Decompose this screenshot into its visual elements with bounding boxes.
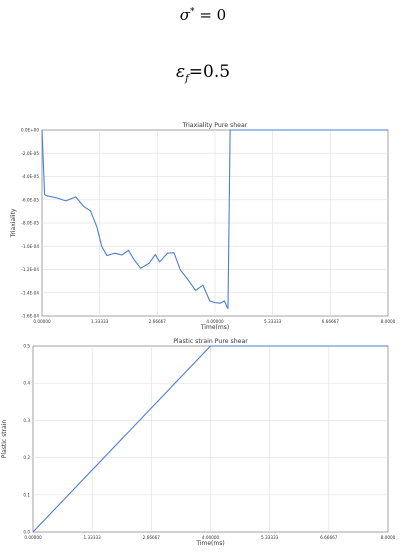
x-tick-label: 8.0000 <box>381 535 396 540</box>
x-tick-label: 6.66667 <box>322 319 340 324</box>
y-tick-label: 0.1 <box>23 492 30 497</box>
y-tick-label: 0.4 <box>23 381 30 386</box>
chart-title: Plastic strain Pure shear <box>173 338 248 345</box>
y-tick-label: 0.3 <box>23 418 30 423</box>
y-tick-label: 0.5 <box>23 344 30 349</box>
sigma-superscript: * <box>190 7 195 17</box>
series-line <box>41 129 388 309</box>
y-tick-label: -8.0E-05 <box>21 221 39 226</box>
x-axis-label: Time(ms) <box>200 324 229 331</box>
x-tick-label: 4.00000 <box>206 319 224 324</box>
y-tick-label: -1.4E-04 <box>21 290 39 295</box>
epsilon-subscript: f <box>185 73 189 85</box>
x-tick-label: 1.33333 <box>84 535 102 540</box>
y-axis-label: Triaxiality <box>10 208 17 238</box>
chart-title: Triaxiality Pure shear <box>182 122 248 129</box>
y-tick-label: -2.0E-05 <box>21 151 39 156</box>
y-tick-label: 0.2 <box>23 455 30 460</box>
epsilon-value: =0.5 <box>188 62 231 82</box>
y-tick-label: -1.0E-04 <box>21 244 39 249</box>
triaxiality-chart: 0.00000 1.33333 2.66667 4.00000 5.33333 6.666… <box>10 122 396 331</box>
x-axis-label: Time(ms) <box>195 540 224 547</box>
x-tick-label: 0.00000 <box>33 319 51 324</box>
equation-sigma-star: σ* = 0 <box>0 6 406 24</box>
y-tick-label: 0.0 <box>23 530 30 535</box>
x-tick-label: 2.66667 <box>143 535 161 540</box>
y-tick-label: -1.2E-04 <box>21 267 39 272</box>
x-tick-label: 8.0000 <box>381 319 396 324</box>
x-tick-label: 4.00000 <box>202 535 220 540</box>
x-tick-label: 0.00000 <box>24 535 42 540</box>
equation-epsilon-f: εf=0.5 <box>0 62 406 84</box>
x-tick-label: 2.66667 <box>149 319 167 324</box>
x-tick-label: 5.33333 <box>264 319 282 324</box>
sigma-value: = 0 <box>194 6 227 24</box>
x-tick-label: 6.66667 <box>320 535 338 540</box>
x-tick-label: 1.33333 <box>91 319 109 324</box>
y-tick-label: 0.0E+00 <box>21 128 39 133</box>
y-tick-label: -1.6E-04 <box>21 314 39 319</box>
y-axis-label: Plastic strain <box>1 420 8 459</box>
y-tick-label: -4.0E-05 <box>21 174 39 179</box>
series-line <box>32 345 388 533</box>
x-tick-label: 5.33333 <box>261 535 279 540</box>
y-tick-label: -6.0E-05 <box>21 197 39 202</box>
sigma-symbol: σ <box>179 6 191 24</box>
plastic-strain-chart: 0.00000 1.33333 2.66667 4.00000 5.33333 6.666… <box>1 338 396 547</box>
epsilon-symbol: ε <box>175 62 186 82</box>
